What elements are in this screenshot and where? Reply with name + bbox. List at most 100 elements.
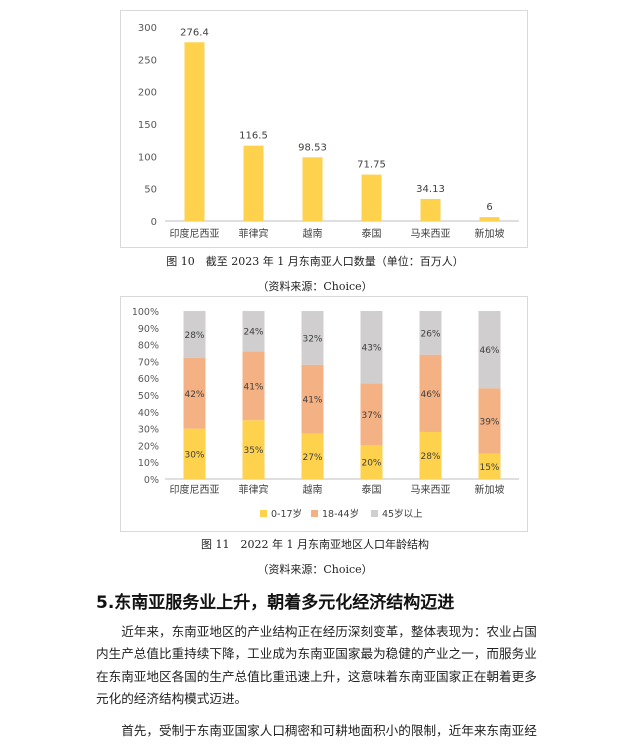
legend-label: 0-17岁 bbox=[271, 508, 302, 520]
data-label: 98.53 bbox=[298, 142, 327, 153]
y-tick-label: 100 bbox=[138, 152, 157, 163]
y-tick-label: 70% bbox=[138, 357, 159, 368]
x-tick-label: 泰国 bbox=[362, 227, 382, 240]
y-tick-label: 80% bbox=[138, 341, 159, 352]
data-label: 34.13 bbox=[416, 184, 445, 195]
y-tick-label: 100% bbox=[132, 307, 159, 318]
legend-swatch bbox=[311, 510, 318, 517]
y-tick-label: 20% bbox=[138, 441, 159, 452]
stacked-bar-segment bbox=[478, 388, 501, 454]
age-structure-stacked-chart-svg: 0% 10% 20% 30% 40% 50% 60% 70% 80% 90% 100% 30% 42% 2… bbox=[132, 307, 519, 520]
y-tick-label: 200 bbox=[138, 88, 157, 99]
data-label: 6 bbox=[486, 202, 492, 213]
paragraph-1-line: 在东南亚地区各国的生产总值比重迅速上升，这意味着东南亚国家正在朝着更多 bbox=[96, 668, 537, 684]
section-title: 5.东南亚服务业上升，朝着多元化经济结构迈进 bbox=[96, 593, 455, 613]
legend-label: 18-44岁 bbox=[322, 508, 359, 520]
segment-label: 35% bbox=[243, 446, 263, 456]
legend-label: 45岁以上 bbox=[382, 508, 423, 520]
segment-label: 42% bbox=[184, 390, 204, 400]
x-tick-label: 马来西亚 bbox=[411, 484, 451, 496]
bar bbox=[302, 157, 323, 221]
paragraph-1-line: 内生产总值比重持续下降，工业成为东南亚国家最为稳健的产业之一，而服务业 bbox=[96, 646, 537, 662]
segment-label: 24% bbox=[243, 328, 263, 338]
y-tick-label: 30% bbox=[138, 425, 159, 436]
stacked-bar-segment bbox=[301, 364, 324, 434]
data-label: 116.5 bbox=[239, 131, 268, 142]
bar bbox=[184, 42, 205, 221]
segment-label: 28% bbox=[420, 452, 440, 462]
y-tick-label: 90% bbox=[138, 324, 159, 335]
x-tick-label: 泰国 bbox=[362, 483, 382, 496]
x-tick-label: 新加坡 bbox=[475, 483, 505, 496]
stacked-bar-segment bbox=[242, 351, 265, 421]
stacked-bar-segment bbox=[360, 311, 383, 384]
segment-label: 27% bbox=[302, 453, 322, 463]
x-tick-label: 越南 bbox=[303, 483, 323, 496]
stacked-bar-segment bbox=[301, 311, 324, 365]
stacked-bar-segment bbox=[478, 311, 501, 389]
figure10-caption: 图 10 截至 2023 年 1 月东南亚人口数量（单位：百万人） bbox=[166, 255, 464, 268]
stacked-bar-segment bbox=[242, 311, 265, 352]
stacked-bar-segment bbox=[183, 311, 206, 359]
x-tick-label: 越南 bbox=[303, 227, 323, 240]
y-tick-label: 0% bbox=[144, 475, 159, 486]
stacked-bar-segment bbox=[183, 358, 206, 429]
bar bbox=[243, 145, 264, 221]
paragraph-1-line: 元化的经济结构模式迈进。 bbox=[96, 691, 248, 707]
y-tick-label: 50% bbox=[138, 391, 159, 402]
segment-label: 28% bbox=[184, 331, 204, 341]
stacked-bar-segment bbox=[419, 311, 442, 355]
data-label: 71.75 bbox=[357, 160, 386, 171]
data-label: 276.4 bbox=[180, 27, 209, 38]
stacked-bar-segment bbox=[478, 453, 501, 479]
bar bbox=[420, 198, 441, 221]
stacked-bar-segment bbox=[183, 428, 206, 479]
y-tick-label: 40% bbox=[138, 408, 159, 419]
segment-label: 46% bbox=[479, 346, 499, 356]
x-tick-label: 印度尼西亚 bbox=[170, 483, 220, 496]
x-tick-label: 菲律宾 bbox=[239, 227, 269, 240]
figure11-caption: 图 11 2022 年 1 月东南亚地区人口年龄结构 bbox=[201, 538, 429, 551]
stacked-bar-segment bbox=[360, 383, 383, 446]
figure10-source: （资料来源：Choice） bbox=[257, 280, 373, 293]
segment-label: 43% bbox=[361, 344, 381, 354]
segment-label: 39% bbox=[479, 418, 499, 428]
y-tick-label: 10% bbox=[138, 458, 159, 469]
bar bbox=[361, 174, 382, 221]
stacked-bar-segment bbox=[419, 354, 442, 432]
segment-label: 41% bbox=[302, 396, 322, 406]
stacked-bar-segment bbox=[301, 433, 324, 479]
legend-swatch bbox=[371, 510, 378, 517]
x-tick-label: 菲律宾 bbox=[239, 483, 269, 496]
y-tick-label: 0 bbox=[151, 217, 157, 228]
population-bar-chart: 0 50 100 150 200 250 300 276.4 印度尼西亚 116.5 菲律宾 98.5… bbox=[120, 10, 528, 248]
stacked-bar-segment bbox=[419, 431, 442, 479]
stacked-bar-segment bbox=[242, 420, 265, 479]
paragraph-1-line: 近年来，东南亚地区的产业结构正在经历深刻变革，整体表现为：农业占国 bbox=[96, 624, 537, 639]
bar bbox=[479, 217, 500, 221]
segment-label: 20% bbox=[361, 459, 381, 469]
segment-label: 46% bbox=[420, 390, 440, 400]
segment-label: 26% bbox=[420, 329, 440, 339]
paragraph-2: 首先，受制于东南亚国家人口稠密和可耕地面积小的限制，近年来东南亚经 bbox=[96, 720, 540, 742]
segment-label: 41% bbox=[243, 382, 263, 392]
y-tick-label: 250 bbox=[138, 55, 157, 66]
figure11-source: （资料来源：Choice） bbox=[257, 563, 373, 576]
y-tick-label: 150 bbox=[138, 120, 157, 131]
x-tick-label: 新加坡 bbox=[475, 227, 505, 240]
stacked-bar-segment bbox=[360, 445, 383, 479]
age-structure-stacked-chart: 0% 10% 20% 30% 40% 50% 60% 70% 80% 90% 100% 30% 42% 2… bbox=[120, 296, 528, 532]
y-tick-label: 50 bbox=[144, 185, 157, 196]
segment-label: 15% bbox=[479, 463, 499, 473]
paragraph-1: 近年来，东南亚地区的产业结构正在经历深刻变革，整体表现为：农业占国 内生产总值比… bbox=[96, 621, 540, 711]
y-tick-label: 300 bbox=[138, 23, 157, 34]
x-tick-label: 马来西亚 bbox=[411, 228, 451, 240]
segment-label: 30% bbox=[184, 450, 204, 460]
population-bar-chart-svg: 0 50 100 150 200 250 300 276.4 印度尼西亚 116.5 菲律宾 98.5… bbox=[138, 23, 519, 240]
x-tick-label: 印度尼西亚 bbox=[170, 227, 220, 240]
legend-swatch bbox=[260, 510, 267, 517]
segment-label: 32% bbox=[302, 334, 322, 344]
segment-label: 37% bbox=[361, 411, 381, 421]
y-tick-label: 60% bbox=[138, 374, 159, 385]
paragraph-2-line: 首先，受制于东南亚国家人口稠密和可耕地面积小的限制，近年来东南亚经 bbox=[96, 723, 537, 738]
